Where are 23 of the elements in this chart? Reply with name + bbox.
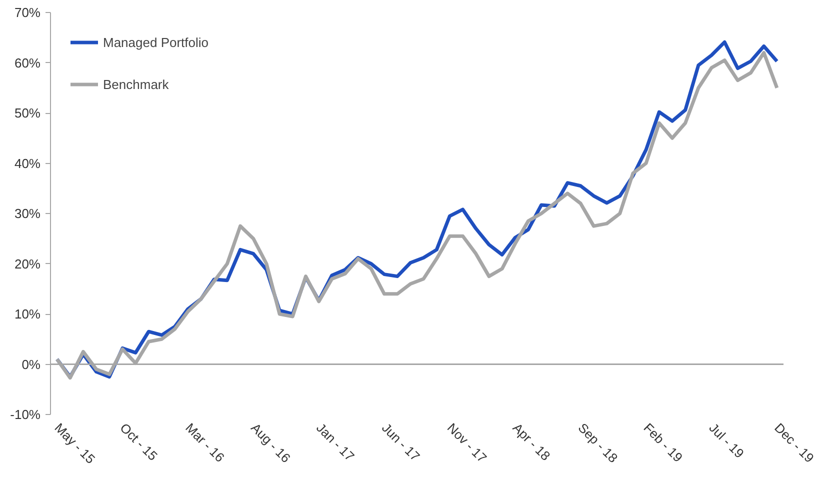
x-tick-label: Nov - 17 (444, 420, 490, 466)
x-tick-label: Sep - 18 (575, 420, 621, 466)
y-tick-label: 30% (14, 206, 41, 221)
x-tick-label: Jun - 17 (378, 420, 423, 464)
x-tick-label: May - 15 (52, 420, 98, 467)
legend-label: Benchmark (103, 76, 169, 92)
y-tick-label: 50% (14, 106, 41, 120)
y-tick-label: 70% (14, 5, 41, 20)
x-tick-label: Apr - 18 (510, 420, 554, 464)
y-tick-label: 40% (14, 156, 41, 171)
y-tick-label: 20% (14, 256, 41, 272)
y-tick-label: 0% (22, 356, 41, 372)
x-tick-label: Jan - 17 (314, 420, 358, 464)
y-tick-label: 10% (14, 306, 41, 322)
y-tick-label: -10% (10, 407, 41, 422)
x-tick-label: Aug - 16 (248, 420, 294, 466)
x-tick-label: Mar - 16 (182, 420, 228, 466)
x-tick-label: Jul - 19 (706, 420, 747, 461)
x-tick-label: Dec - 19 (772, 420, 818, 466)
legend-label: Managed Portfolio (103, 34, 209, 50)
x-tick-label: Feb - 19 (640, 420, 686, 466)
x-tick-label: Oct - 15 (117, 420, 160, 464)
y-tick-label: 60% (14, 55, 41, 70)
